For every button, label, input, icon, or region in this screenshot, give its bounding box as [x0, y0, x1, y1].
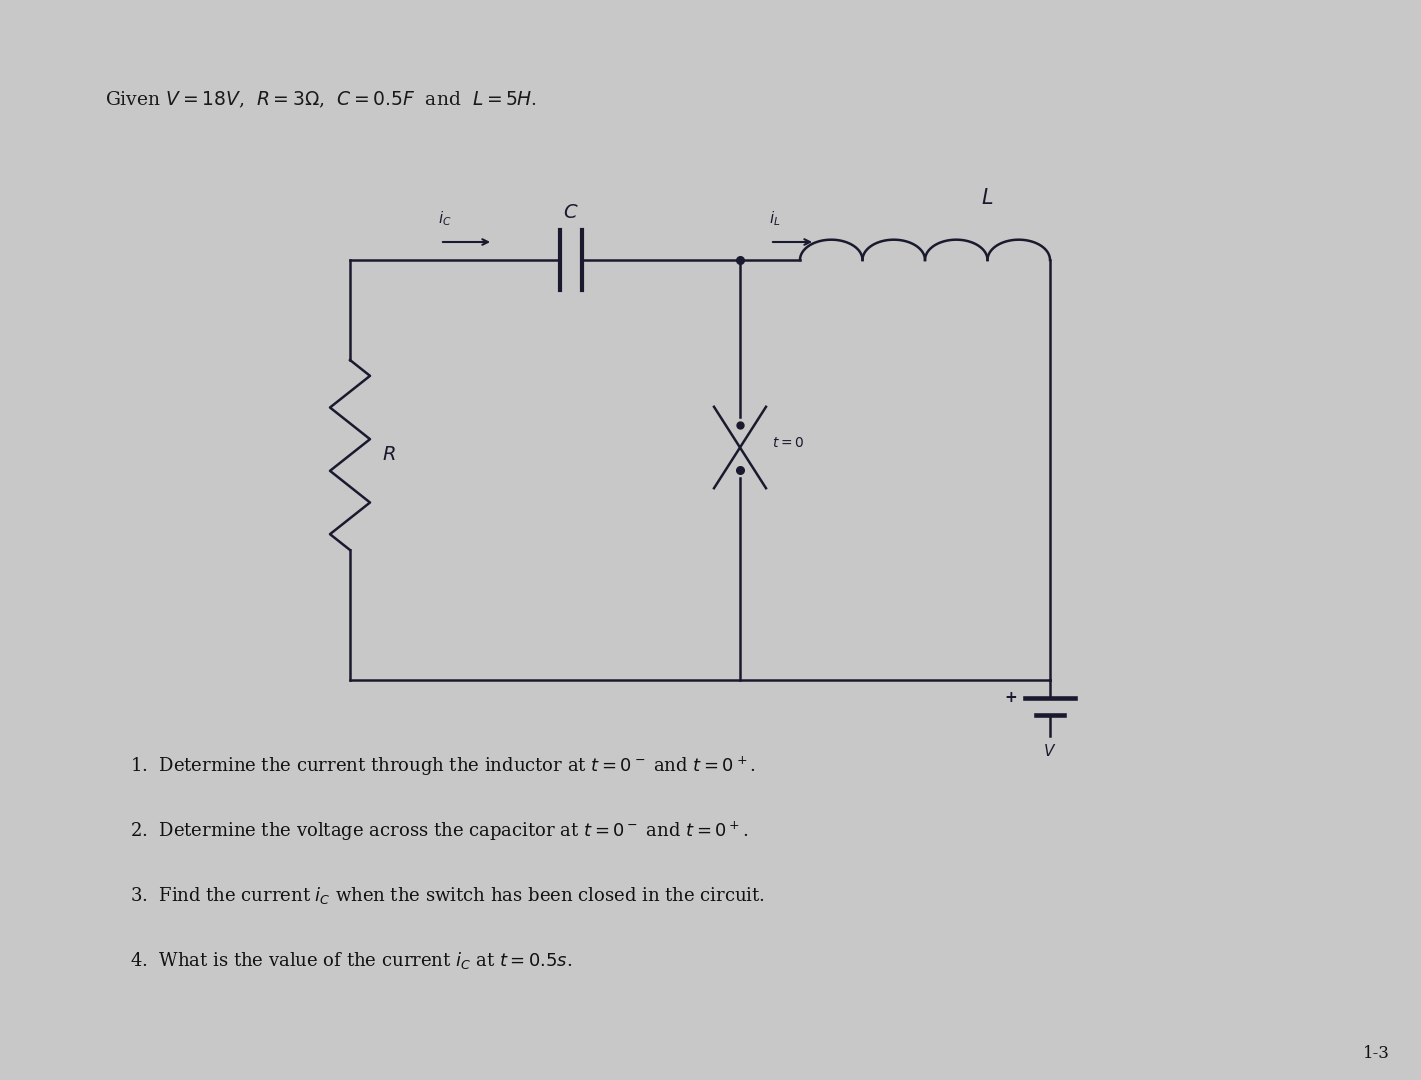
Text: Given $V = 18V$,  $R = 3\Omega$,  $C = 0.5F$  and  $L = 5H$.: Given $V = 18V$, $R = 3\Omega$, $C = 0.5… [105, 90, 537, 110]
Text: $L$: $L$ [982, 188, 993, 208]
Text: $V$: $V$ [1043, 743, 1057, 759]
Text: $i_C$: $i_C$ [438, 210, 452, 228]
Text: $i_L$: $i_L$ [769, 210, 780, 228]
Text: $t = 0$: $t = 0$ [772, 435, 804, 449]
Text: 1.  Determine the current through the inductor at $t = 0^-$ and $t = 0^+$.: 1. Determine the current through the ind… [129, 755, 756, 779]
Text: $R$: $R$ [382, 446, 395, 464]
Text: 3.  Find the current $i_C$ when the switch has been closed in the circuit.: 3. Find the current $i_C$ when the switc… [129, 885, 764, 906]
Text: 4.  What is the value of the current $i_C$ at $t = 0.5s$.: 4. What is the value of the current $i_C… [129, 950, 573, 971]
Text: 2.  Determine the voltage across the capacitor at $t = 0^-$ and $t = 0^+$.: 2. Determine the voltage across the capa… [129, 820, 749, 843]
Text: $C$: $C$ [563, 204, 578, 222]
Text: +: + [1005, 689, 1017, 704]
Text: 1-3: 1-3 [1363, 1045, 1390, 1062]
